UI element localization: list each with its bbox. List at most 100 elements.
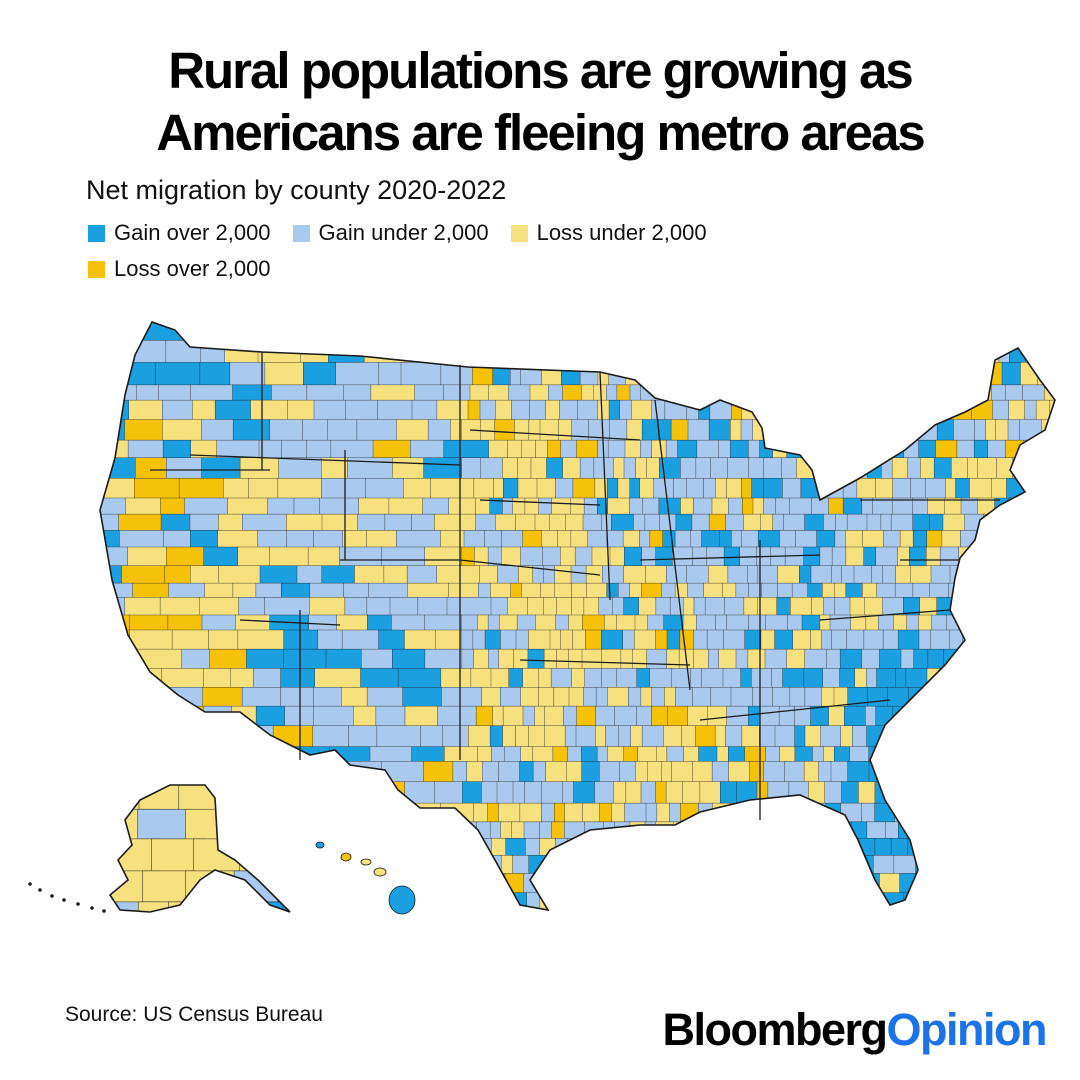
- county-cell: [872, 322, 894, 341]
- county-cell: [602, 914, 621, 944]
- county-cell: [743, 513, 761, 531]
- county-cell: [1016, 838, 1031, 856]
- county-cell: [824, 781, 842, 804]
- county-cell: [470, 668, 492, 688]
- county-cell: [820, 725, 842, 747]
- county-cell: [778, 705, 796, 727]
- county-cell: [515, 513, 536, 531]
- county-cell: [659, 513, 677, 531]
- county-cell: [495, 399, 512, 420]
- county-cell: [618, 725, 632, 747]
- county-cell: [512, 497, 526, 515]
- county-cell: [895, 668, 907, 688]
- county-cell: [763, 457, 783, 479]
- county-cell: [521, 582, 541, 598]
- county-cell: [441, 687, 483, 707]
- county-cell: [792, 384, 804, 401]
- county-cell: [293, 497, 320, 515]
- county-cell: [238, 597, 266, 616]
- county-cell: [489, 821, 501, 839]
- legend-swatch-loss-under: [510, 224, 528, 242]
- county-cell: [406, 565, 438, 584]
- county-cell: [948, 892, 969, 910]
- county-cell: [963, 821, 982, 839]
- county-cell: [555, 614, 569, 631]
- county-cell: [605, 725, 620, 747]
- county-cell: [345, 399, 378, 420]
- county-cell: [891, 384, 908, 401]
- county-cell: [861, 802, 876, 823]
- county-cell: [974, 855, 997, 874]
- county-cell: [1036, 746, 1052, 762]
- county-cell: [949, 873, 965, 893]
- county-cell: [741, 725, 760, 747]
- county-cell: [823, 597, 836, 616]
- county-cell: [549, 513, 566, 531]
- county-cell: [163, 530, 191, 548]
- county-cell: [216, 439, 260, 459]
- county-cell: [924, 802, 938, 823]
- county-cell: [744, 746, 767, 762]
- county-cell: [554, 565, 572, 584]
- county-cell: [502, 725, 516, 747]
- county-cell: [474, 914, 493, 944]
- county-cell: [891, 439, 905, 459]
- county-cell: [762, 838, 782, 856]
- county-cell: [631, 399, 653, 420]
- county-cell: [879, 648, 902, 669]
- county-cell: [584, 668, 602, 688]
- county-cell: [1022, 513, 1039, 531]
- county-cell: [690, 668, 703, 688]
- county-cell: [1004, 746, 1024, 762]
- county-cell: [731, 530, 742, 548]
- county-cell: [1033, 629, 1050, 650]
- county-cell: [634, 629, 656, 650]
- county-cell: [461, 892, 483, 910]
- county-cell: [344, 892, 373, 910]
- county-cell: [518, 565, 534, 584]
- county-cell: [499, 340, 513, 363]
- county-cell: [608, 399, 621, 420]
- county-cell: [917, 340, 929, 363]
- county-cell: [501, 855, 513, 874]
- county-cell: [810, 565, 832, 584]
- county-cell: [1009, 582, 1024, 598]
- county-cell: [976, 705, 991, 727]
- county-cell: [890, 838, 909, 856]
- county-cell: [522, 705, 535, 727]
- county-cell: [908, 687, 929, 707]
- county-cell: [514, 322, 530, 341]
- county-cell: [1014, 761, 1032, 782]
- county-cell: [358, 497, 390, 515]
- county-cell: [1040, 582, 1055, 598]
- county-cell: [674, 384, 694, 401]
- county-cell: [976, 687, 990, 707]
- county-cell: [680, 497, 694, 515]
- aleutian-island: [90, 906, 94, 910]
- county-cell: [831, 629, 847, 650]
- county-cell: [812, 419, 832, 441]
- county-cell: [636, 705, 652, 727]
- county-cell: [497, 565, 519, 584]
- county-cell: [520, 546, 543, 567]
- county-cell: [683, 746, 699, 762]
- county-cell: [203, 546, 239, 567]
- county-cell: [854, 838, 876, 856]
- county-cell: [566, 892, 586, 910]
- county-cell: [812, 746, 824, 762]
- county-cell: [794, 855, 813, 874]
- county-cell: [1042, 838, 1055, 856]
- county-cell: [403, 340, 440, 363]
- county-cell: [909, 821, 924, 839]
- county-cell: [620, 648, 634, 669]
- county-cell: [590, 855, 607, 874]
- county-cell: [967, 457, 978, 479]
- county-cell: [1008, 399, 1026, 420]
- county-cell: [500, 821, 512, 839]
- county-cell: [947, 802, 966, 823]
- county-cell: [376, 725, 421, 747]
- county-cell: [772, 384, 794, 401]
- county-cell: [267, 914, 301, 944]
- county-cell: [752, 497, 764, 515]
- county-cell: [848, 340, 870, 363]
